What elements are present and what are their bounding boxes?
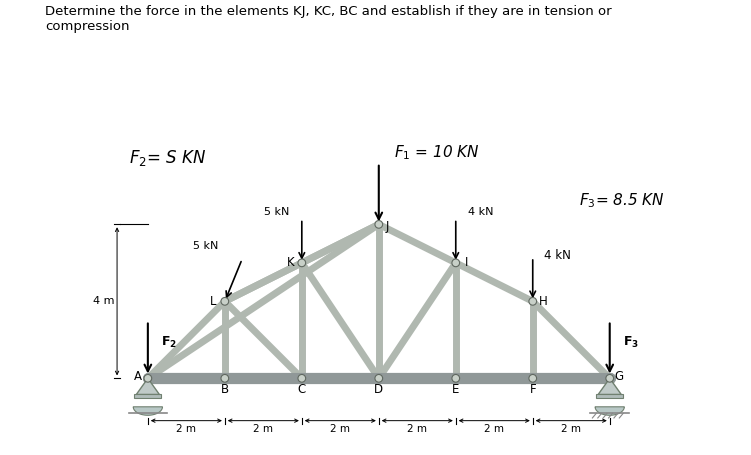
Circle shape	[298, 259, 306, 267]
Text: D: D	[374, 383, 383, 395]
Text: 5 kN: 5 kN	[193, 242, 219, 251]
Text: E: E	[452, 383, 460, 395]
Polygon shape	[598, 378, 621, 394]
Text: Determine the force in the elements KJ, KC, BC and establish if they are in tens: Determine the force in the elements KJ, …	[45, 5, 611, 33]
Text: H: H	[539, 295, 548, 308]
Circle shape	[298, 374, 306, 382]
Text: 2 m: 2 m	[561, 424, 581, 434]
Text: $F_2$= S KN: $F_2$= S KN	[128, 148, 206, 168]
Circle shape	[529, 298, 536, 305]
Text: A: A	[134, 370, 142, 383]
Text: F: F	[529, 383, 536, 395]
Text: 5 kN: 5 kN	[264, 207, 289, 217]
Circle shape	[375, 374, 383, 382]
Text: 4 m: 4 m	[93, 296, 114, 306]
Polygon shape	[133, 407, 162, 415]
Circle shape	[221, 298, 228, 305]
Text: 4 kN: 4 kN	[468, 207, 493, 217]
Polygon shape	[596, 394, 623, 398]
Circle shape	[606, 374, 614, 382]
Text: 2 m: 2 m	[176, 424, 196, 434]
Polygon shape	[134, 394, 161, 398]
Text: 4 kN: 4 kN	[544, 249, 572, 262]
Text: 2 m: 2 m	[484, 424, 504, 434]
Text: 2 m: 2 m	[253, 424, 273, 434]
Text: L: L	[210, 295, 216, 308]
Circle shape	[452, 259, 460, 267]
Text: J: J	[385, 220, 389, 233]
Text: $\mathbf{F_2}$: $\mathbf{F_2}$	[161, 334, 177, 350]
Circle shape	[144, 374, 152, 382]
Circle shape	[375, 221, 383, 228]
Circle shape	[529, 374, 536, 382]
Text: B: B	[221, 383, 229, 395]
Text: $F_1$ = 10 KN: $F_1$ = 10 KN	[394, 143, 480, 162]
Circle shape	[221, 374, 228, 382]
Text: I: I	[465, 256, 468, 269]
Text: 2 m: 2 m	[407, 424, 427, 434]
Text: 2 m: 2 m	[330, 424, 350, 434]
Circle shape	[452, 374, 460, 382]
Text: C: C	[297, 383, 306, 395]
Text: G: G	[615, 370, 624, 383]
Text: $F_3$= 8.5 KN: $F_3$= 8.5 KN	[579, 191, 665, 210]
Text: $\mathbf{F_3}$: $\mathbf{F_3}$	[623, 334, 639, 350]
Polygon shape	[595, 407, 624, 415]
Polygon shape	[136, 378, 159, 394]
Text: K: K	[287, 256, 295, 269]
